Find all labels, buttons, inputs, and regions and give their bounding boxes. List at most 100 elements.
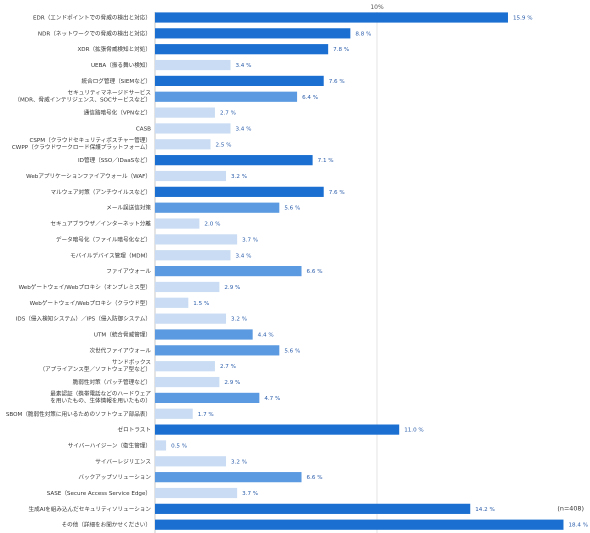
category-label: Webアプリケーションファイアウォール（WAF）	[26, 172, 151, 180]
category-label: NDR（ネットワークでの脅威の検出と対応）	[38, 29, 151, 37]
value-label: 6.6 %	[307, 269, 323, 275]
value-label: 5.6 %	[284, 206, 300, 212]
category-label: メール誤送信対策	[106, 204, 151, 212]
category-label: バックアップソリューション	[78, 474, 151, 481]
value-label: 3.4 %	[235, 253, 251, 259]
value-label: 2.7 %	[220, 111, 236, 117]
bar	[155, 186, 324, 197]
category-label: サイバーハイジーン（衛生管理）	[68, 441, 151, 449]
category-label: 統合ログ管理（SIEMなど）	[82, 77, 152, 85]
category-label: セキュリティマネージドサービス（MDR、脅威インテリジェンス、SOCサービスなど…	[14, 89, 151, 104]
bar	[155, 202, 280, 213]
value-label: 0.5 %	[171, 443, 187, 449]
bar	[155, 281, 220, 293]
category-label: サンドボックス（アプライアンス型／ソフトウェア型など）	[39, 358, 151, 373]
bar	[155, 313, 227, 324]
value-label: 6.6 %	[307, 475, 323, 481]
value-label: 3.4 %	[235, 63, 251, 69]
category-label: ID管理（SSO／IDaaSなど）	[78, 156, 151, 164]
bar	[155, 392, 260, 403]
category-label: UTM（統合脅威管理）	[94, 331, 151, 339]
value-label: 15.9 %	[513, 16, 533, 22]
value-label: 1.5 %	[193, 301, 209, 307]
bar	[155, 440, 167, 451]
value-label: 2.9 %	[224, 380, 240, 386]
category-label: SASE（Secure Access Service Edge）	[47, 490, 151, 497]
value-label: 3.7 %	[242, 237, 258, 243]
bar	[155, 250, 231, 261]
bar	[155, 361, 215, 372]
value-label: 2.0 %	[204, 222, 220, 228]
value-label: 5.6 %	[284, 348, 300, 354]
value-label: 2.5 %	[216, 142, 232, 148]
value-label: 4.4 %	[258, 333, 274, 339]
bar	[155, 123, 231, 134]
bar	[155, 456, 227, 467]
category-label: CASB	[136, 126, 151, 132]
value-label: 2.7 %	[220, 364, 236, 370]
value-label: 3.7 %	[242, 491, 258, 497]
value-label: 18.4 %	[568, 523, 588, 529]
category-label: EDR（エンドポイントでの脅威の検出と対応）	[33, 14, 151, 22]
bar	[155, 297, 189, 308]
sample-size-note: (n=408)	[557, 505, 584, 513]
value-label: 7.8 %	[333, 47, 349, 53]
category-label: IDS（侵入検知システム）／IPS（侵入防御システム）	[16, 315, 151, 323]
value-label: 4.7 %	[264, 396, 280, 402]
category-label: ゼロトラスト	[118, 426, 151, 434]
bar	[155, 487, 238, 499]
value-label: 7.1 %	[318, 158, 334, 164]
category-label: CSPM（クラウドセキュリティポスチャー管理） CWPP（クラウドワークロード保護…	[12, 136, 151, 151]
bar	[155, 503, 471, 514]
value-label: 2.9 %	[224, 285, 240, 291]
bar	[155, 75, 324, 86]
category-label: 脆弱性対策（パッチ管理など）	[73, 378, 151, 386]
bar	[155, 155, 313, 166]
category-label: ファイアウォール	[106, 267, 151, 275]
value-label: 1.7 %	[198, 412, 214, 418]
bar	[155, 329, 253, 340]
category-label: SBOM（脆弱性対策に用いるためのソフトウェア部品表）	[6, 410, 151, 418]
value-label: 11.0 %	[404, 428, 424, 434]
bar	[155, 234, 238, 245]
category-label: Webゲートウェイ/Webプロキシ（クラウド型）	[30, 299, 151, 307]
reference-tick-label: 10%	[370, 4, 384, 11]
bar	[155, 424, 400, 435]
bar	[155, 44, 329, 55]
category-label: UEBA（振る舞い検知）	[91, 61, 151, 69]
category-label: XDR（拡張脅威検知と対処）	[77, 45, 151, 53]
value-label: 3.2 %	[231, 459, 247, 465]
value-label: 7.6 %	[329, 190, 345, 196]
value-label: 8.8 %	[355, 31, 371, 37]
category-label: サイバーレジリエンス	[95, 458, 151, 465]
bar	[155, 28, 351, 39]
bar	[155, 408, 193, 419]
category-label: 生成AIを組み込んだセキュリティソリューション	[29, 505, 152, 513]
category-label: 次世代ファイアウォール	[89, 346, 151, 354]
bar	[155, 376, 220, 388]
bar	[155, 12, 508, 23]
category-label: データ暗号化（ファイル暗号化など）	[56, 235, 151, 243]
category-label: マルウェア対策（アンチウイルスなど）	[51, 188, 151, 196]
bar	[155, 91, 298, 102]
value-label: 6.4 %	[302, 95, 318, 101]
category-label: モバイルデバイス管理（MDM）	[70, 251, 151, 259]
value-label: 14.2 %	[475, 507, 495, 513]
bar	[155, 59, 231, 71]
value-label: 3.2 %	[231, 317, 247, 323]
category-label: その他（詳細をお聞かせください）	[61, 521, 151, 529]
category-label: 通信路暗号化（VPNなど）	[84, 109, 151, 117]
value-label: 7.6 %	[329, 79, 345, 85]
bars-layer	[155, 12, 564, 530]
bar	[155, 218, 200, 229]
value-label: 3.2 %	[231, 174, 247, 180]
category-label: 最素認証（携帯電話などのハードウェアを用いたもの、生体情報を用いたもの）	[50, 390, 151, 405]
bar	[155, 266, 302, 277]
value-label: 3.4 %	[235, 126, 251, 132]
bar	[155, 139, 211, 150]
bar	[155, 472, 302, 483]
bar	[155, 107, 215, 118]
bar	[155, 519, 564, 530]
category-label: セキュアブラウザ／インターネット分離	[50, 220, 151, 228]
